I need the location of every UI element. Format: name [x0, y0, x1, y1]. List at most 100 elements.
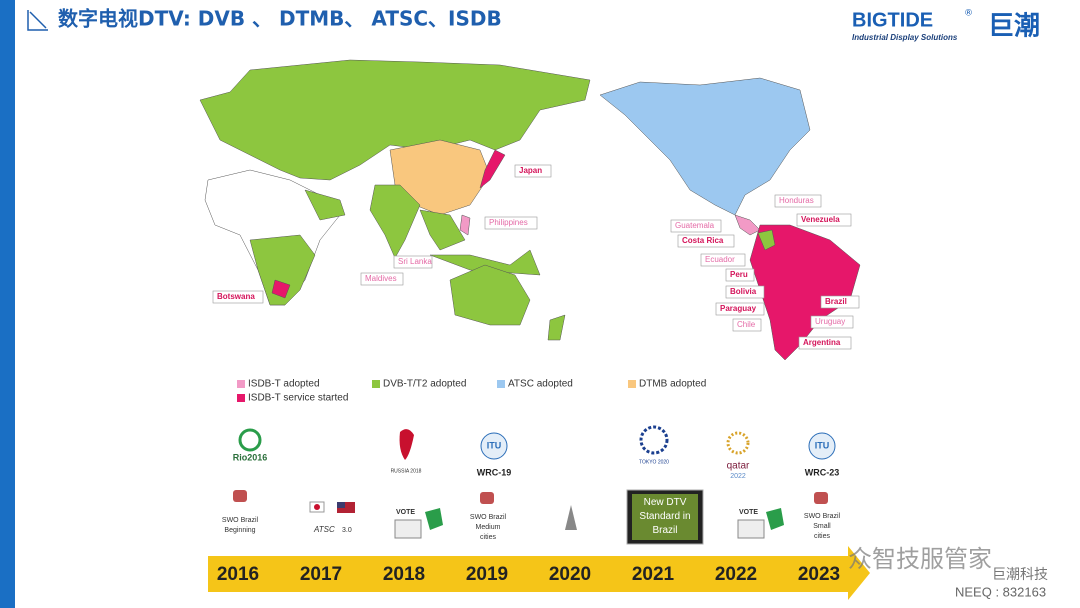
atsc-ver: 3.0 [342, 527, 352, 534]
antenna-icon [233, 490, 247, 502]
qatar-year: 2022 [730, 473, 746, 480]
brazil-shape [766, 508, 784, 530]
legend-label: ISDB-T adopted [248, 379, 320, 390]
country-label: Ecuador [705, 255, 735, 264]
event-caption: Medium [476, 524, 501, 531]
country-label: Paraguay [720, 304, 757, 313]
label-box [725, 268, 755, 282]
ballot-box [737, 519, 765, 539]
country-label: Botswana [217, 292, 255, 301]
event-caption: Beginning [224, 527, 255, 534]
year: 2023 [798, 564, 840, 585]
legend-swatch [372, 380, 380, 388]
label-box [484, 216, 538, 230]
year: 2022 [715, 564, 757, 585]
country-label: Philippines [489, 218, 528, 227]
itu-text: ITU [815, 440, 830, 450]
flag-dot [314, 504, 320, 510]
indonesia [429, 249, 541, 276]
year: 2021 [632, 564, 675, 585]
russia-logo [399, 429, 414, 460]
label-box [810, 315, 854, 329]
side-stripe [0, 0, 15, 608]
country-label: Argentina [803, 338, 841, 347]
vote-text: VOTE [739, 509, 758, 516]
logo-tagline: Industrial Display Solutions [852, 33, 958, 42]
event-caption: cities [814, 533, 830, 540]
colombia [757, 229, 776, 251]
company: 巨潮科技 [992, 567, 1048, 583]
se-asia [419, 209, 466, 251]
philippines [459, 214, 471, 236]
japan [479, 149, 506, 189]
legend-label: DVB-T/T2 adopted [383, 379, 466, 390]
flag-canton [337, 502, 345, 508]
event-caption: SWO Brazil [470, 514, 507, 521]
usa-flag [337, 502, 355, 513]
event-caption: Small [813, 523, 831, 530]
country-label: Maldives [365, 274, 397, 283]
timeline-logos: Rio2016 RUSSIA 2018 ITU WRC-19 TOKYO 202… [233, 425, 840, 545]
screen-caption-box: New DTV Standard in Brazil [639, 497, 690, 536]
legend-label: ATSC adopted [508, 379, 573, 390]
india [369, 184, 421, 259]
year: 2019 [466, 564, 508, 585]
map-labels: Japan Philippines Sri Lanka Maldives Bot… [212, 164, 860, 350]
label-box [798, 336, 852, 350]
itu-logo [480, 432, 508, 460]
logo-cn: 巨潮 [988, 12, 1040, 42]
atsc-text: ATSC [313, 525, 335, 534]
event-captions: SWO Brazil Beginning SWO Brazil Medium citie… [222, 513, 841, 541]
legend-swatch [237, 380, 245, 388]
label-box [677, 234, 735, 248]
title: 数字电视DTV: DVB 、 DTMB、 ATSC、ISDB [58, 7, 502, 31]
north-america [599, 77, 811, 216]
label-box [514, 164, 552, 178]
legend-swatch [237, 394, 245, 402]
legend-swatch [628, 380, 636, 388]
label-box [715, 302, 765, 316]
country-label: Japan [519, 166, 542, 175]
qatar-text: qatar [727, 461, 750, 472]
event-caption: SWO Brazil [804, 513, 841, 520]
event-caption: cities [480, 534, 496, 541]
tokyo-text: TOKYO 2020 [639, 459, 669, 465]
screen-image [632, 494, 698, 540]
south-africa [249, 234, 316, 306]
year: 2016 [217, 564, 259, 585]
label-box [360, 272, 404, 286]
country-label: Bolivia [730, 287, 757, 296]
country-label: Honduras [779, 196, 814, 205]
event-caption: SWO Brazil [222, 517, 259, 524]
tower-icon [565, 505, 577, 530]
logo: BIGTIDE [852, 9, 933, 31]
wrc-text: WRC-19 [477, 467, 512, 477]
label-box [670, 219, 722, 233]
country-label: Sri Lanka [398, 257, 432, 266]
new-zealand [547, 314, 566, 341]
botswana [271, 279, 291, 299]
vote-text: VOTE [396, 509, 415, 516]
rio-logo [238, 428, 262, 452]
itu-logo [808, 432, 836, 460]
ballot-box [394, 519, 422, 539]
world-map [199, 59, 861, 361]
wrc-text: WRC-23 [805, 467, 840, 477]
year: 2018 [383, 564, 425, 585]
central-america [734, 214, 761, 236]
label-box [820, 295, 860, 309]
label-box [732, 318, 762, 332]
label-box [212, 290, 264, 304]
country-label: Costa Rica [682, 236, 724, 245]
watermark: 众智技服管家 [848, 545, 992, 573]
antenna-icon [814, 492, 828, 504]
country-label: Venezuela [801, 215, 840, 224]
label-box [725, 285, 765, 299]
title-icon [27, 10, 48, 31]
itu-text: ITU [487, 440, 502, 450]
year: 2020 [549, 564, 591, 585]
code: NEEQ : 832163 [955, 584, 1046, 599]
country-label: Chile [737, 320, 756, 329]
country-label: Peru [730, 270, 748, 279]
label-box [393, 255, 433, 269]
